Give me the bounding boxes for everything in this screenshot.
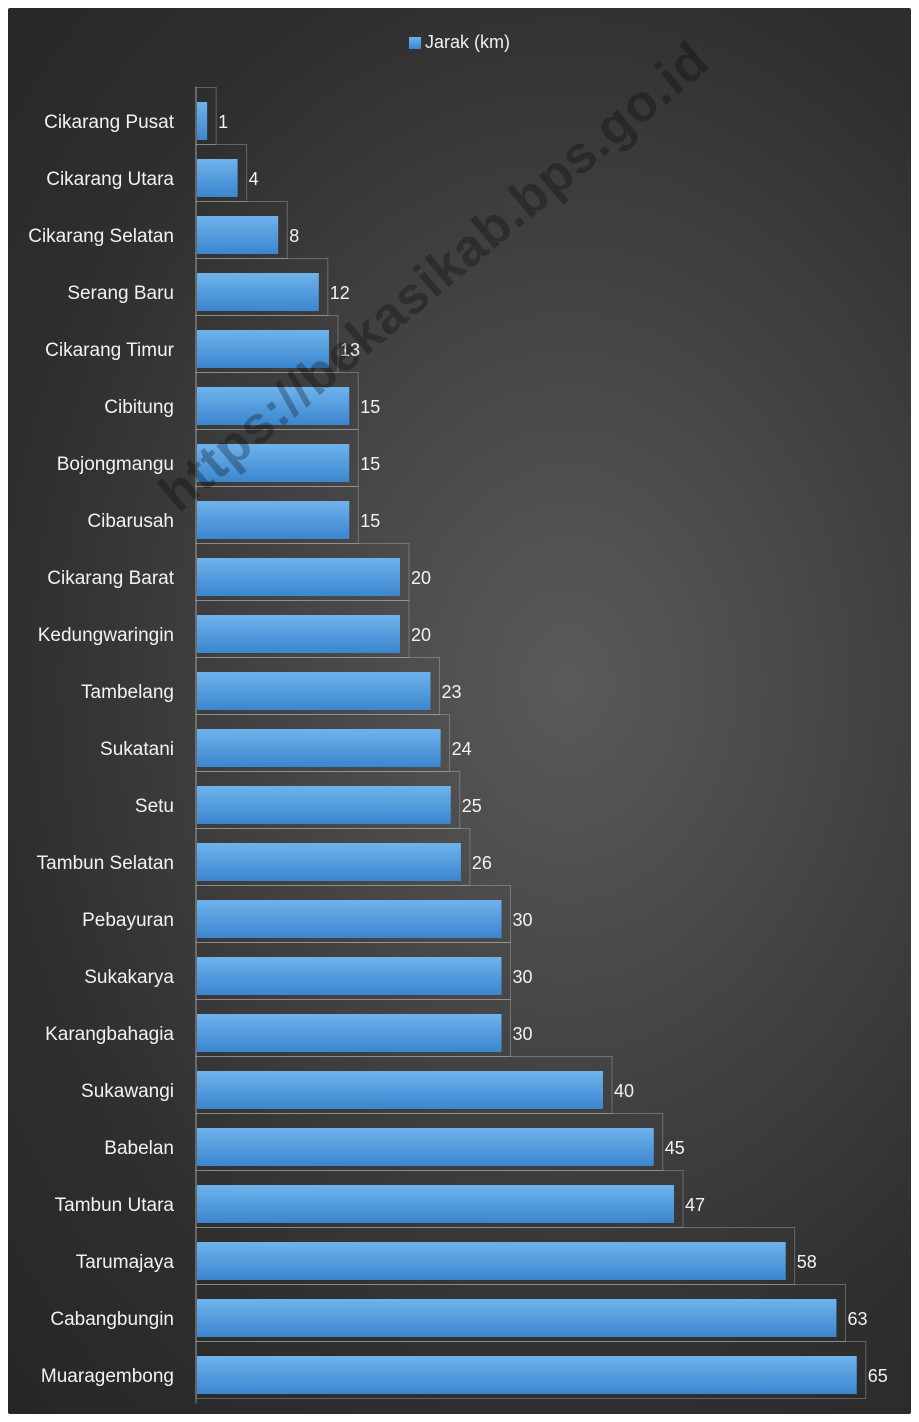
bar-outline [195,600,410,658]
data-label: 58 [797,1252,817,1272]
data-label: 13 [340,340,360,360]
bar-outline [195,201,288,259]
bar-outline [195,714,451,772]
data-label: 24 [452,739,472,759]
data-label: 15 [360,511,380,531]
category-label: Cibitung [104,397,174,418]
category-label: Sukatani [100,739,174,760]
category-label: Tarumajaya [76,1252,175,1273]
bar-outline [195,144,248,202]
data-label: 4 [249,169,259,189]
category-label: Cibarusah [87,511,174,532]
data-label: 8 [289,226,299,246]
bar-tambun-selatan [197,843,461,881]
bar-outline [195,1170,684,1228]
bar-karangbahagia [197,1014,502,1052]
bar-sukakarya [197,957,502,995]
data-label: 12 [330,283,350,303]
data-label: 1 [218,112,228,132]
data-label: 20 [411,625,431,645]
bar-outline [195,828,471,886]
legend: Jarak (km) [8,32,911,53]
bar-cibarusah [197,501,350,539]
bar-outline [195,1056,613,1114]
bar-outline [195,486,359,544]
bar-outline [195,1227,796,1285]
bar-babelan [197,1128,654,1166]
data-label: 26 [472,853,492,873]
category-label: Cabangbungin [50,1309,174,1330]
category-label: Muaragembong [41,1366,174,1387]
bar-tambun-utara [197,1185,675,1223]
bar-outline [195,1113,664,1171]
category-label: Cikarang Utara [46,169,174,190]
bar-outline [195,543,410,601]
bar-chart: Cikarang Pusat 1 Cikarang Utara 4 Cikarang S… [28,86,888,1404]
legend-swatch [409,36,421,49]
bar-cikarang-barat [197,558,400,596]
legend-label: Jarak (km) [425,32,510,52]
data-label: 65 [868,1366,888,1386]
category-label: Cikarang Barat [47,568,174,589]
data-label: 20 [411,568,431,588]
data-label: 63 [847,1309,867,1329]
bar-pebayuran [197,900,502,938]
category-label: Bojongmangu [57,454,174,475]
bar-cibitung [197,387,350,425]
bar-tambelang [197,672,431,710]
bar-outline [195,1341,867,1399]
data-label: 23 [441,682,461,702]
category-label: Sukakarya [84,967,174,988]
category-label: Cikarang Timur [45,340,174,361]
category-label: Tambun Utara [55,1195,175,1216]
bar-outline [195,657,440,715]
category-label: Cikarang Selatan [28,226,174,247]
bar-outline [195,87,217,145]
data-label: 30 [513,910,533,930]
category-label: Sukawangi [81,1081,174,1102]
bar-cikarang-utara [197,159,238,197]
bar-cikarang-timur [197,330,329,368]
bar-serang-baru [197,273,319,311]
category-label: Kedungwaringin [38,625,174,646]
bar-outline [195,258,329,316]
data-label: 40 [614,1081,634,1101]
category-label: Cikarang Pusat [44,112,175,133]
data-label: 15 [360,454,380,474]
data-label: 25 [462,796,482,816]
bar-outline [195,942,511,1000]
category-label: Setu [135,796,174,817]
bar-sukawangi [197,1071,603,1109]
bar-outline [195,771,461,829]
bar-outline [195,885,511,943]
bar-cikarang-pusat [197,102,208,140]
category-label: Tambelang [81,682,174,703]
bar-outline [195,372,359,430]
bar-muaragembong [197,1356,857,1394]
bar-cikarang-selatan [197,216,279,254]
data-label: 30 [513,967,533,987]
bar-bojongmangu [197,444,350,482]
bar-outline [195,1284,846,1342]
bar-outline [195,429,359,487]
category-label: Babelan [104,1138,174,1159]
bar-sukatani [197,729,441,767]
bar-setu [197,786,451,824]
bar-outline [195,315,339,373]
category-label: Tambun Selatan [37,853,174,874]
category-label: Karangbahagia [45,1024,174,1045]
category-label: Pebayuran [82,910,174,931]
data-label: 47 [685,1195,705,1215]
bar-tarumajaya [197,1242,786,1280]
category-label: Serang Baru [67,283,174,304]
bar-cabangbungin [197,1299,837,1337]
chart-frame: Jarak (km) Cikarang Pusat 1 Cikarang Utara… [8,8,911,1414]
data-label: 15 [360,397,380,417]
data-label: 30 [513,1024,533,1044]
data-label: 45 [665,1138,685,1158]
bar-kedungwaringin [197,615,400,653]
bar-outline [195,999,511,1057]
